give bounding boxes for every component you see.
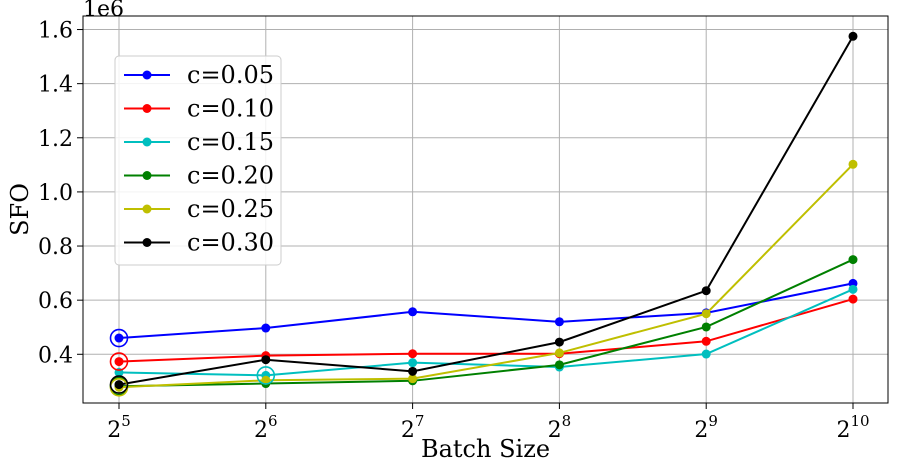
series-line xyxy=(118,35,854,386)
legend-swatch-marker xyxy=(142,238,152,247)
data-point xyxy=(114,380,124,390)
legend-label: c=0.05 xyxy=(187,61,274,89)
x-tick-base: 2 xyxy=(107,418,121,443)
legend-swatch-marker xyxy=(142,70,152,80)
data-point xyxy=(408,366,418,376)
x-tick-label: 27 xyxy=(401,412,425,443)
x-tick-base: 2 xyxy=(254,418,268,443)
series-c=0.20 xyxy=(114,255,858,391)
legend-label: c=0.25 xyxy=(187,195,274,223)
data-point xyxy=(848,159,858,169)
series-line xyxy=(118,163,854,389)
y-scale-label: 1e6 xyxy=(83,0,124,22)
series-c=0.05 xyxy=(114,278,858,343)
x-tick-exponent: 5 xyxy=(121,412,131,430)
legend-swatch-marker xyxy=(142,137,152,147)
legend-label: c=0.15 xyxy=(187,128,274,156)
legend-swatch-marker xyxy=(142,104,152,113)
x-tick-exponent: 8 xyxy=(562,412,572,430)
series-c=0.25 xyxy=(114,159,858,392)
y-tick-label: 0.8 xyxy=(38,235,73,260)
x-axis-label: Batch Size xyxy=(421,435,550,463)
x-tick-base: 2 xyxy=(548,418,562,443)
y-tick-label: 1.6 xyxy=(38,19,73,44)
x-tick-exponent: 6 xyxy=(268,412,278,430)
data-point xyxy=(554,337,564,347)
x-tick-label: 26 xyxy=(254,412,278,443)
data-point xyxy=(848,255,858,265)
x-tick-base: 2 xyxy=(694,418,708,443)
legend: c=0.05 c=0.10 c=0.15 c=0.20 c=0.25 c=0.30 xyxy=(114,55,282,266)
highlight-ring xyxy=(109,352,129,371)
legend-label: c=0.30 xyxy=(187,229,274,257)
data-point xyxy=(848,284,858,294)
series-line xyxy=(118,282,854,340)
data-point xyxy=(554,317,564,327)
data-point xyxy=(848,294,858,304)
plot-frame xyxy=(82,15,889,404)
series-layer xyxy=(114,31,858,392)
series-line xyxy=(118,288,854,377)
legend-entry: c=0.10 xyxy=(124,95,274,123)
x-axis-ticks: 25 26 27 28 29 210 xyxy=(107,403,870,443)
legend-entry: c=0.30 xyxy=(124,229,274,257)
data-point xyxy=(261,355,271,365)
highlight-ring xyxy=(256,366,276,385)
data-point xyxy=(701,336,711,346)
series-c=0.30 xyxy=(114,31,858,390)
data-point xyxy=(408,374,418,384)
legend-entry: c=0.20 xyxy=(124,162,274,190)
series-line xyxy=(118,298,854,363)
data-point xyxy=(701,286,711,296)
legend-label: c=0.10 xyxy=(187,95,274,123)
highlight-ring xyxy=(109,375,129,394)
data-point xyxy=(408,307,418,317)
data-point xyxy=(114,333,124,343)
y-tick-label: 1.0 xyxy=(38,181,73,206)
data-point xyxy=(408,349,418,359)
x-tick-base: 2 xyxy=(401,418,415,443)
highlight-ring xyxy=(109,328,129,348)
data-point xyxy=(701,309,711,319)
legend-entry: c=0.25 xyxy=(124,195,274,223)
data-point xyxy=(848,31,858,41)
highlight-layer xyxy=(109,328,276,397)
data-point xyxy=(261,323,271,333)
x-tick-base: 2 xyxy=(836,418,850,443)
data-point xyxy=(554,360,564,370)
data-point xyxy=(554,348,564,358)
data-point xyxy=(261,375,271,385)
x-tick-exponent: 7 xyxy=(415,412,425,430)
legend-entry: c=0.05 xyxy=(124,61,274,89)
x-tick-exponent: 9 xyxy=(708,412,718,430)
x-tick-label: 25 xyxy=(107,412,131,443)
x-tick-label: 28 xyxy=(548,412,572,443)
data-point xyxy=(701,349,711,359)
series-line xyxy=(118,258,854,388)
x-tick-label: 210 xyxy=(836,412,869,443)
y-tick-label: 0.4 xyxy=(38,343,73,368)
y-axis-ticks: 0.4 0.6 0.8 1.0 1.2 1.4 1.6 xyxy=(38,19,83,368)
legend-label: c=0.20 xyxy=(187,162,274,190)
legend-swatch-marker xyxy=(142,171,152,180)
y-tick-label: 1.2 xyxy=(38,127,73,152)
x-tick-label: 29 xyxy=(694,412,718,443)
x-tick-exponent: 10 xyxy=(850,412,869,430)
data-point xyxy=(408,358,418,368)
data-point xyxy=(701,322,711,332)
legend-entry: c=0.15 xyxy=(124,128,274,156)
legend-swatch-marker xyxy=(142,204,152,214)
data-point xyxy=(114,357,124,367)
y-tick-label: 0.6 xyxy=(38,289,73,314)
y-tick-label: 1.4 xyxy=(38,73,73,98)
y-axis-label: SFO xyxy=(6,183,34,236)
